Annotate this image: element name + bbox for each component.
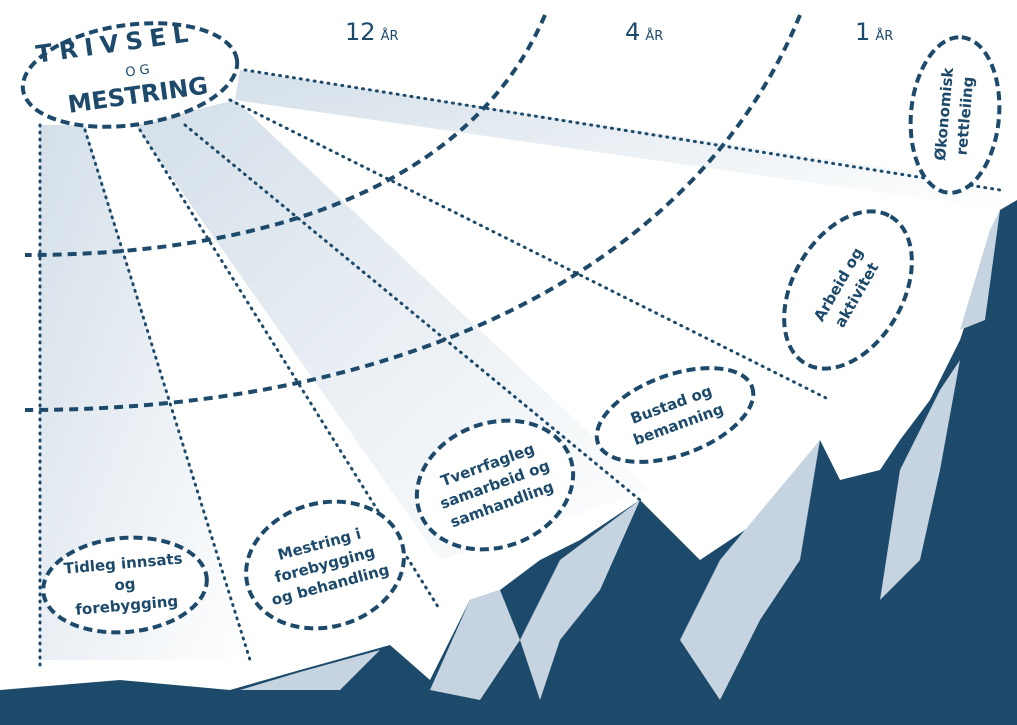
title-bubble: TRIVSEL OG MESTRING <box>20 19 240 129</box>
bubble-outline <box>594 366 756 464</box>
dotted-lines <box>38 68 1002 667</box>
bubble-text: og <box>114 575 137 595</box>
title: OG <box>124 62 154 81</box>
horizon-curve <box>24 14 547 257</box>
horizon-label: 12 ÅR <box>345 18 399 46</box>
horizon-label: 1 ÅR <box>855 18 893 46</box>
bubble-outline <box>414 418 576 552</box>
horizon-label: 4 ÅR <box>625 18 663 46</box>
bubble-outline <box>41 535 209 635</box>
bubble-outline <box>782 209 914 371</box>
mountains <box>0 200 1017 725</box>
bubble-outline <box>908 35 1002 195</box>
bubble-outline <box>244 499 406 631</box>
horizon-curve <box>24 14 802 412</box>
